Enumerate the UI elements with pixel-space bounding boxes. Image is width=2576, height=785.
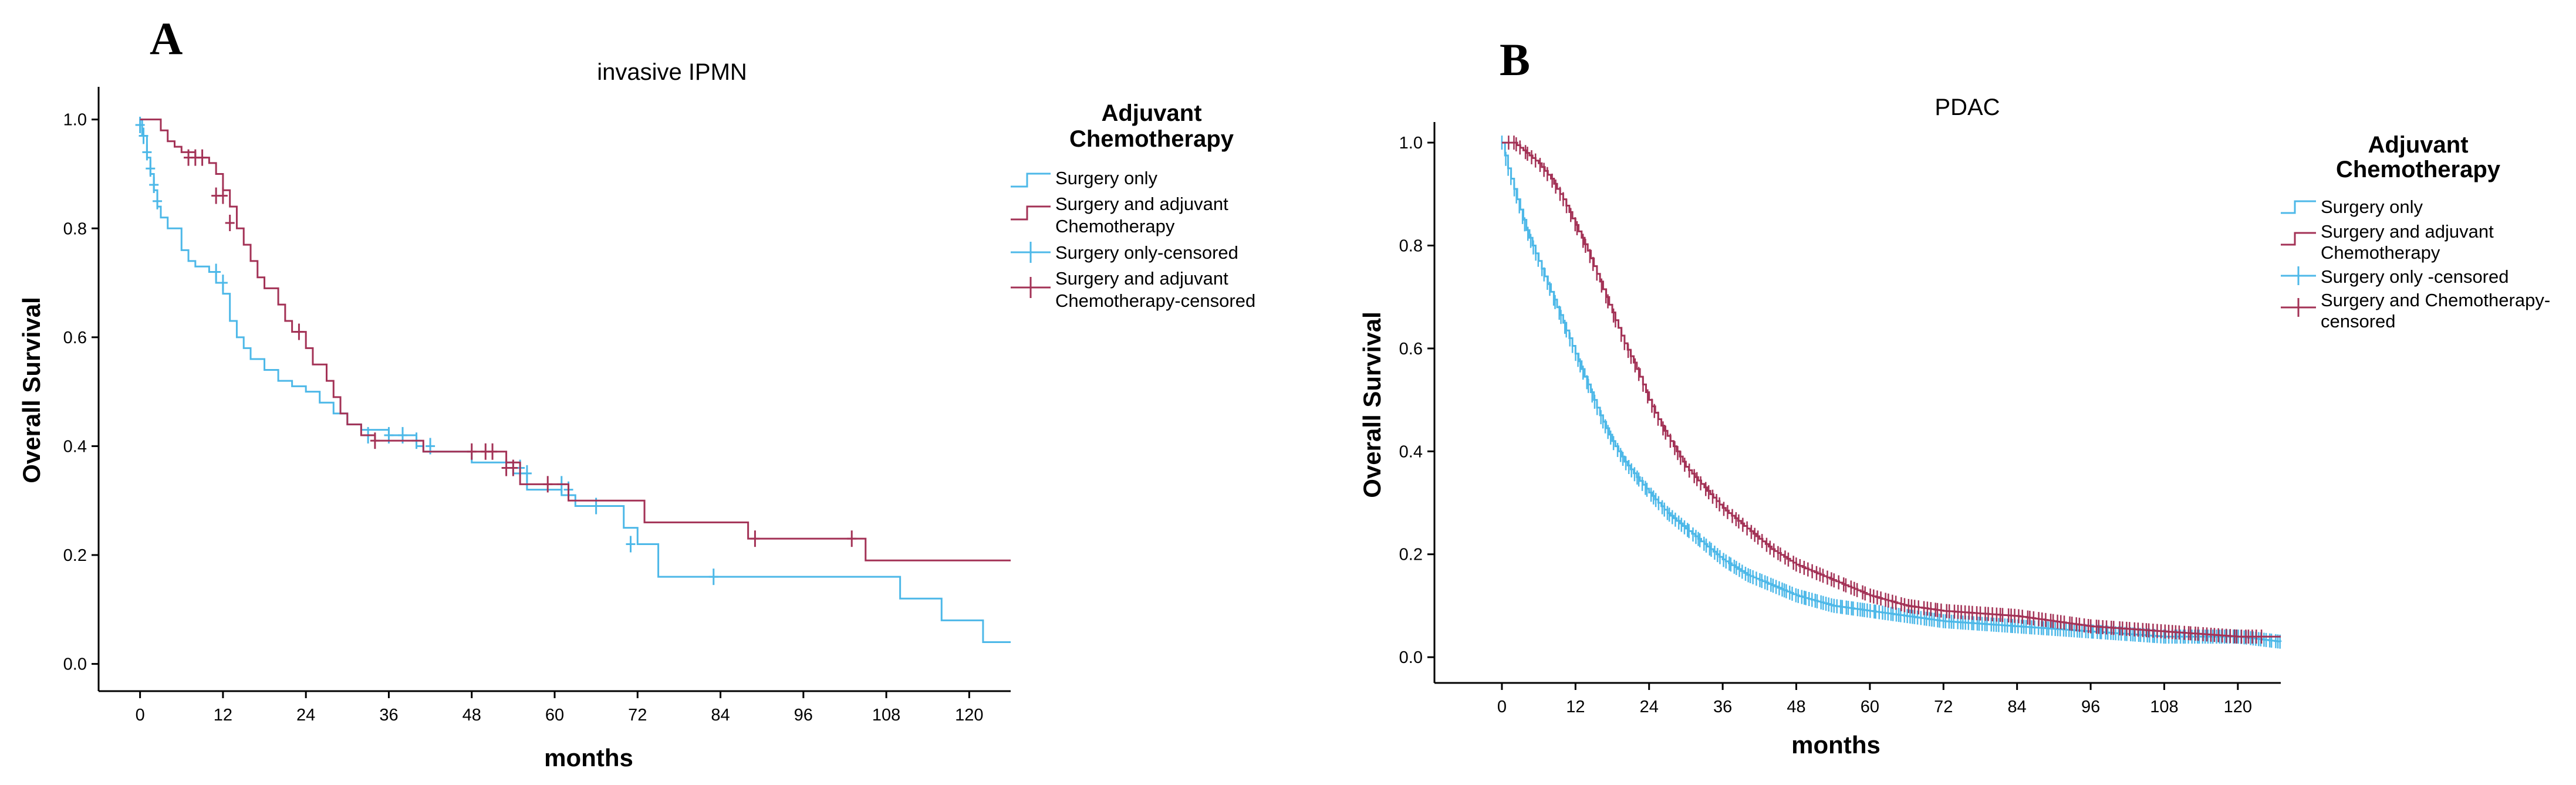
legend-item-surgery-chemo-b: Surgery and adjuvant Chemotherapy xyxy=(2281,221,2494,263)
x-tick-label: 12 xyxy=(1566,698,1585,716)
surgery-chemo-survival-curve xyxy=(1501,141,2281,638)
x-axis-title-a: months xyxy=(544,744,633,772)
legend-title-line-1-a: Adjuvant xyxy=(1101,100,1201,126)
legend-item-surgery-chemo-censored-b: Surgery and Chemotherapy- censored xyxy=(2281,290,2550,331)
legend-label: Surgery and Chemotherapy- xyxy=(2321,290,2550,310)
x-tick-label: 36 xyxy=(379,706,398,725)
x-tick-label: 48 xyxy=(1787,698,1805,716)
legend-label: Surgery and adjuvant xyxy=(1055,268,1228,289)
legend-item-surgery-only-b: Surgery only xyxy=(2281,197,2423,217)
legend-item-surgery-chemo-censored-a: Surgery and adjuvant Chemotherapy-censor… xyxy=(1011,268,1255,311)
y-axis-title-b: Overall Survival xyxy=(1358,312,1386,498)
legend-label: Chemotherapy-censored xyxy=(1055,290,1255,311)
y-tick-label: 0.6 xyxy=(63,329,87,347)
legend-label: Surgery and adjuvant xyxy=(1055,194,1228,214)
x-ticks-b: 0 12 24 36 48 60 72 84 96 108 120 xyxy=(1497,683,2252,716)
y-tick-label: 0.2 xyxy=(63,546,87,565)
x-tick-label: 60 xyxy=(545,706,564,725)
y-tick-label: 1.0 xyxy=(63,111,87,130)
survival-curves-a xyxy=(135,116,1011,643)
legend-label: Surgery only-censored xyxy=(1055,242,1238,263)
surgery-only-survival-curve xyxy=(140,119,1011,643)
legend-step-swatch xyxy=(2281,200,2316,214)
legend-item-surgery-chemo-a: Surgery and adjuvant Chemotherapy xyxy=(1011,194,1228,236)
x-tick-label: 108 xyxy=(872,706,900,725)
legend-label: Chemotherapy xyxy=(2321,242,2440,263)
x-tick-label: 24 xyxy=(1640,698,1659,716)
y-tick-label: 0.2 xyxy=(1399,546,1423,564)
y-tick-label: 0.4 xyxy=(63,437,87,456)
legend-label: Surgery only xyxy=(1055,168,1158,188)
surgery-only-survival-curve xyxy=(1501,141,2282,642)
legend-label: Surgery only xyxy=(2321,197,2423,217)
x-tick-label: 36 xyxy=(1713,698,1732,716)
y-tick-label: 0.8 xyxy=(1399,236,1423,255)
y-tick-label: 0.8 xyxy=(63,219,87,238)
x-tick-label: 12 xyxy=(214,706,232,725)
legend-step-swatch xyxy=(2281,232,2316,246)
x-tick-label: 84 xyxy=(711,706,730,725)
y-tick-label: 0.4 xyxy=(1399,442,1423,461)
legend-label: censored xyxy=(2321,311,2396,331)
legend-title-line-1-b: Adjuvant xyxy=(2368,132,2468,158)
x-tick-label: 48 xyxy=(462,706,481,725)
legend-item-surgery-only-censored-b: Surgery only -censored xyxy=(2281,266,2509,287)
x-tick-label: 120 xyxy=(955,706,983,725)
x-tick-label: 72 xyxy=(628,706,647,725)
y-tick-label: 1.0 xyxy=(1399,134,1423,153)
x-tick-label: 108 xyxy=(2150,698,2178,716)
x-tick-label: 72 xyxy=(1934,698,1953,716)
legend-title-line-2-a: Chemotherapy xyxy=(1069,126,1234,152)
x-tick-label: 60 xyxy=(1861,698,1879,716)
y-axis-title-a: Overall Survival xyxy=(18,297,45,483)
x-ticks-a: 0 12 24 36 48 60 72 84 96 108 120 xyxy=(136,691,984,725)
legend-title-line-2-b: Chemotherapy xyxy=(2336,157,2501,182)
legend-item-surgery-only-censored-a: Surgery only-censored xyxy=(1011,242,1238,263)
legend-label: Chemotherapy xyxy=(1055,216,1175,236)
y-tick-label: 0.6 xyxy=(1399,340,1423,358)
x-tick-label: 96 xyxy=(2081,698,2100,716)
y-tick-label: 0.0 xyxy=(63,655,87,674)
legend-item-surgery-only-a: Surgery only xyxy=(1011,168,1158,188)
x-tick-label: 84 xyxy=(2008,698,2027,716)
panel-a: A invasive IPMN months Overall Survival … xyxy=(18,13,1255,772)
panel-b: B PDAC months Overall Survival 0 12 24 36 48… xyxy=(1358,34,2550,759)
survival-curves-b xyxy=(1501,136,2282,649)
y-tick-label: 0.0 xyxy=(1399,648,1423,667)
y-ticks-a: 0.0 0.2 0.4 0.6 0.8 1.0 xyxy=(63,111,99,674)
x-tick-label: 0 xyxy=(136,706,145,725)
chart-title-a: invasive IPMN xyxy=(597,59,747,85)
legend-step-swatch xyxy=(1011,172,1051,188)
panel-letter-b: B xyxy=(1500,34,1530,85)
legend-a: Adjuvant Chemotherapy Surgery only Surge… xyxy=(1011,100,1255,311)
x-tick-label: 120 xyxy=(2224,698,2252,716)
legend-b: Adjuvant Chemotherapy Surgery only Surge… xyxy=(2281,132,2550,331)
x-tick-label: 24 xyxy=(296,706,315,725)
legend-label: Surgery and adjuvant xyxy=(2321,221,2494,242)
y-ticks-b: 0.0 0.2 0.4 0.6 0.8 1.0 xyxy=(1399,134,1434,667)
x-tick-label: 96 xyxy=(794,706,813,725)
chart-title-b: PDAC xyxy=(1934,94,2000,120)
legend-step-swatch xyxy=(1011,205,1051,221)
x-tick-label: 0 xyxy=(1497,698,1507,716)
x-axis-title-b: months xyxy=(1791,731,1880,759)
panel-letter-a: A xyxy=(150,13,183,64)
legend-label: Surgery only -censored xyxy=(2321,266,2509,287)
